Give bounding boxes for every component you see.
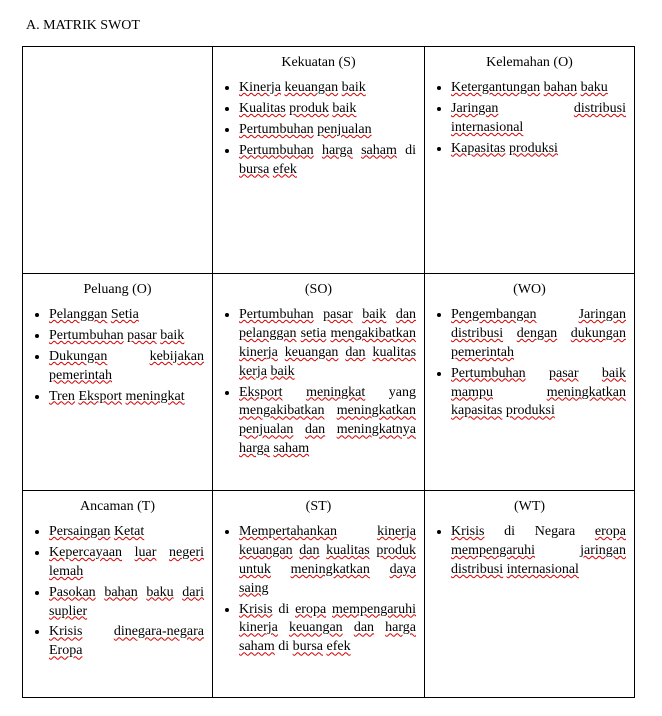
list-wo: Pengembangan Jaringan distribusi dengan … xyxy=(433,306,626,421)
cell-wt: (WT) Krisis di Negara eropa mempengaruhi… xyxy=(425,491,635,698)
header-strength: Kekuatan (S) xyxy=(221,55,416,71)
list-item: Pengembangan Jaringan distribusi dengan … xyxy=(451,306,626,363)
cell-st: (ST) Mempertahankan kinerja keuangan dan… xyxy=(213,491,425,698)
cell-strength: Kekuatan (S) Kinerja keuangan baik Kualit… xyxy=(213,47,425,274)
list-item: Kualitas produk baik xyxy=(239,100,416,119)
list-item: Ketergantungan bahan baku xyxy=(451,79,626,98)
table-row: Kekuatan (S) Kinerja keuangan baik Kualit… xyxy=(23,47,635,274)
header-st: (ST) xyxy=(221,499,416,515)
list-item: Tren Eksport meningkat xyxy=(49,388,204,407)
list-weakness: Ketergantungan bahan baku Jaringan distri… xyxy=(433,79,626,159)
header-wt: (WT) xyxy=(433,499,626,515)
list-item: Mempertahankan kinerja keuangan dan kual… xyxy=(239,523,416,599)
table-row: Ancaman (T) Persaingan Ketat Kepercayaan … xyxy=(23,491,635,698)
cell-threat: Ancaman (T) Persaingan Ketat Kepercayaan … xyxy=(23,491,213,698)
list-item: Dukungan kebijakan pemerintah xyxy=(49,348,204,386)
list-strength: Kinerja keuangan baik Kualitas produk bai… xyxy=(221,79,416,179)
list-opportunity: Pelanggan Setia Pertumbuhan pasar baik Duk… xyxy=(31,306,204,406)
list-st: Mempertahankan kinerja keuangan dan kual… xyxy=(221,523,416,657)
list-item: Kepercayaan luar negeri lemah xyxy=(49,544,204,582)
list-item: Krisis dinegara-negara Eropa xyxy=(49,623,204,661)
list-item: Kapasitas produksi xyxy=(451,140,626,159)
cell-wo: (WO) Pengembangan Jaringan distribusi de… xyxy=(425,274,635,491)
list-item: Eksport meningkat yang mengakibatkan men… xyxy=(239,384,416,460)
list-wt: Krisis di Negara eropa mempengaruhi jari… xyxy=(433,523,626,580)
list-item: Pasokan bahan baku dari suplier xyxy=(49,584,204,622)
table-row: Peluang (O) Pelanggan Setia Pertumbuhan p… xyxy=(23,274,635,491)
cell-so: (SO) Pertumbuhan pasar baik dan pelangga… xyxy=(213,274,425,491)
list-item: Pertumbuhan pasar baik mampu meningkatka… xyxy=(451,365,626,422)
list-item: Pertumbuhan harga saham di bursa efek xyxy=(239,142,416,180)
list-item: Pertumbuhan penjualan xyxy=(239,121,416,140)
list-item: Pertumbuhan pasar baik xyxy=(49,327,204,346)
list-item: Kinerja keuangan baik xyxy=(239,79,416,98)
document-title: A. MATRIK SWOT xyxy=(26,18,640,34)
list-item: Pertumbuhan pasar baik dan pelanggan set… xyxy=(239,306,416,382)
list-item: Persaingan Ketat xyxy=(49,523,204,542)
header-so: (SO) xyxy=(221,282,416,298)
list-item: Pelanggan Setia xyxy=(49,306,204,325)
header-wo: (WO) xyxy=(433,282,626,298)
swot-matrix-table: Kekuatan (S) Kinerja keuangan baik Kualit… xyxy=(22,46,635,698)
list-threat: Persaingan Ketat Kepercayaan luar negeri … xyxy=(31,523,204,661)
cell-weakness: Kelemahan (O) Ketergantungan bahan baku J… xyxy=(425,47,635,274)
list-item: Jaringan distribusi internasional xyxy=(451,100,626,138)
cell-blank xyxy=(23,47,213,274)
list-item: Krisis di Negara eropa mempengaruhi jari… xyxy=(451,523,626,580)
cell-opportunity: Peluang (O) Pelanggan Setia Pertumbuhan p… xyxy=(23,274,213,491)
header-weakness: Kelemahan (O) xyxy=(433,55,626,71)
header-threat: Ancaman (T) xyxy=(31,499,204,515)
list-item: Krisis di eropa mempengaruhi kinerja keu… xyxy=(239,601,416,658)
header-opportunity: Peluang (O) xyxy=(31,282,204,298)
list-so: Pertumbuhan pasar baik dan pelanggan set… xyxy=(221,306,416,459)
